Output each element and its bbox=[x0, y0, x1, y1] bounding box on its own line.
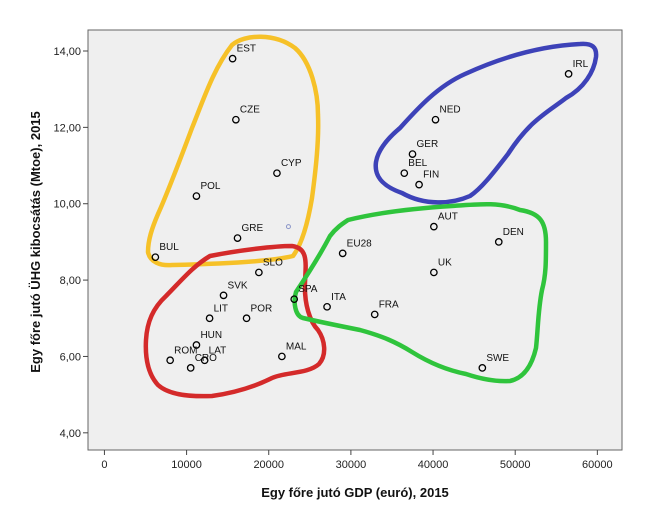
data-point bbox=[273, 169, 281, 178]
x-axis-title: Egy főre jutó GDP (euró), 2015 bbox=[261, 485, 449, 500]
point-label: DEN bbox=[503, 227, 524, 238]
data-point bbox=[192, 192, 201, 200]
point-label: AUT bbox=[438, 212, 458, 223]
x-axis: 0 10000 20000 30000 40000 50000 60000 bbox=[101, 450, 613, 471]
data-point bbox=[430, 268, 438, 277]
data-point bbox=[494, 238, 503, 246]
data-point bbox=[408, 150, 417, 158]
point-label: BUL bbox=[159, 242, 179, 253]
cluster-outline-blue bbox=[373, 41, 599, 205]
data-point bbox=[323, 302, 331, 311]
point-label: NED bbox=[440, 105, 461, 116]
point-label: CRO bbox=[195, 353, 217, 364]
data-point bbox=[186, 364, 195, 372]
data-point bbox=[255, 268, 263, 277]
data-point bbox=[228, 54, 237, 63]
data-point bbox=[564, 70, 573, 78]
y-axis: 4,00 6,00 8,00 10,00 12,00 14,00 bbox=[53, 46, 88, 440]
data-point bbox=[430, 222, 438, 231]
point-label: POR bbox=[251, 303, 273, 314]
point-label: FIN bbox=[423, 170, 439, 181]
point-label: GER bbox=[417, 139, 439, 150]
point-label: ITA bbox=[331, 292, 346, 303]
point-label: MAL bbox=[286, 341, 307, 352]
data-point bbox=[478, 364, 487, 372]
data-point-unlabeled bbox=[285, 224, 291, 230]
data-point bbox=[192, 341, 201, 349]
data-point bbox=[400, 169, 409, 178]
data-point bbox=[415, 180, 423, 189]
x-tick-label: 40000 bbox=[418, 459, 449, 471]
point-label: GRE bbox=[242, 223, 264, 234]
data-point bbox=[232, 115, 240, 124]
y-tick-label: 8,00 bbox=[60, 275, 81, 287]
y-tick-label: 6,00 bbox=[60, 351, 81, 363]
cluster-outlines bbox=[143, 34, 599, 399]
point-label: SPA bbox=[298, 284, 318, 295]
data-point bbox=[338, 249, 347, 258]
data-point bbox=[370, 310, 379, 319]
y-tick-label: 10,00 bbox=[53, 199, 81, 211]
x-tick-label: 30000 bbox=[336, 459, 367, 471]
data-point bbox=[278, 352, 286, 361]
data-point bbox=[233, 234, 242, 242]
point-label: SLO bbox=[263, 257, 283, 268]
x-tick-label: 20000 bbox=[253, 459, 284, 471]
cluster-outline-red bbox=[143, 243, 327, 399]
cluster-outline-green bbox=[292, 201, 549, 384]
x-tick-label: 0 bbox=[101, 459, 107, 471]
point-label: CZE bbox=[240, 105, 260, 116]
data-point bbox=[200, 356, 209, 365]
point-label: IRL bbox=[573, 59, 589, 70]
y-axis-title: Egy főre jutó ÜHG kibocsátás (Mtoe), 201… bbox=[28, 111, 43, 373]
point-label: SVK bbox=[228, 280, 248, 291]
y-tick-label: 4,00 bbox=[60, 428, 81, 440]
point-label: UK bbox=[438, 257, 452, 268]
y-tick-label: 12,00 bbox=[53, 122, 81, 134]
cluster-outline-yellow bbox=[145, 34, 321, 268]
point-label: LIT bbox=[214, 303, 228, 314]
x-tick-label: 10000 bbox=[171, 459, 202, 471]
plot-area bbox=[87, 29, 623, 451]
point-label: BEL bbox=[408, 158, 427, 169]
x-tick-label: 60000 bbox=[582, 459, 613, 471]
point-label: EST bbox=[237, 44, 256, 55]
point-label: LAT bbox=[209, 345, 227, 356]
data-point bbox=[166, 356, 175, 365]
data-point bbox=[151, 253, 160, 262]
point-label: CYP bbox=[281, 158, 302, 169]
point-label: ROM bbox=[174, 345, 197, 356]
point-label: POL bbox=[200, 181, 220, 192]
data-point bbox=[205, 314, 214, 323]
data-point bbox=[431, 115, 440, 124]
data-point bbox=[242, 314, 251, 323]
point-label: SWE bbox=[486, 353, 509, 364]
x-tick-label: 50000 bbox=[500, 459, 531, 471]
data-point bbox=[290, 295, 299, 304]
point-label: FRA bbox=[379, 299, 399, 310]
point-label: HUN bbox=[200, 330, 222, 341]
point-label: EU28 bbox=[347, 238, 372, 249]
y-tick-label: 14,00 bbox=[53, 46, 81, 58]
data-point bbox=[219, 291, 228, 300]
